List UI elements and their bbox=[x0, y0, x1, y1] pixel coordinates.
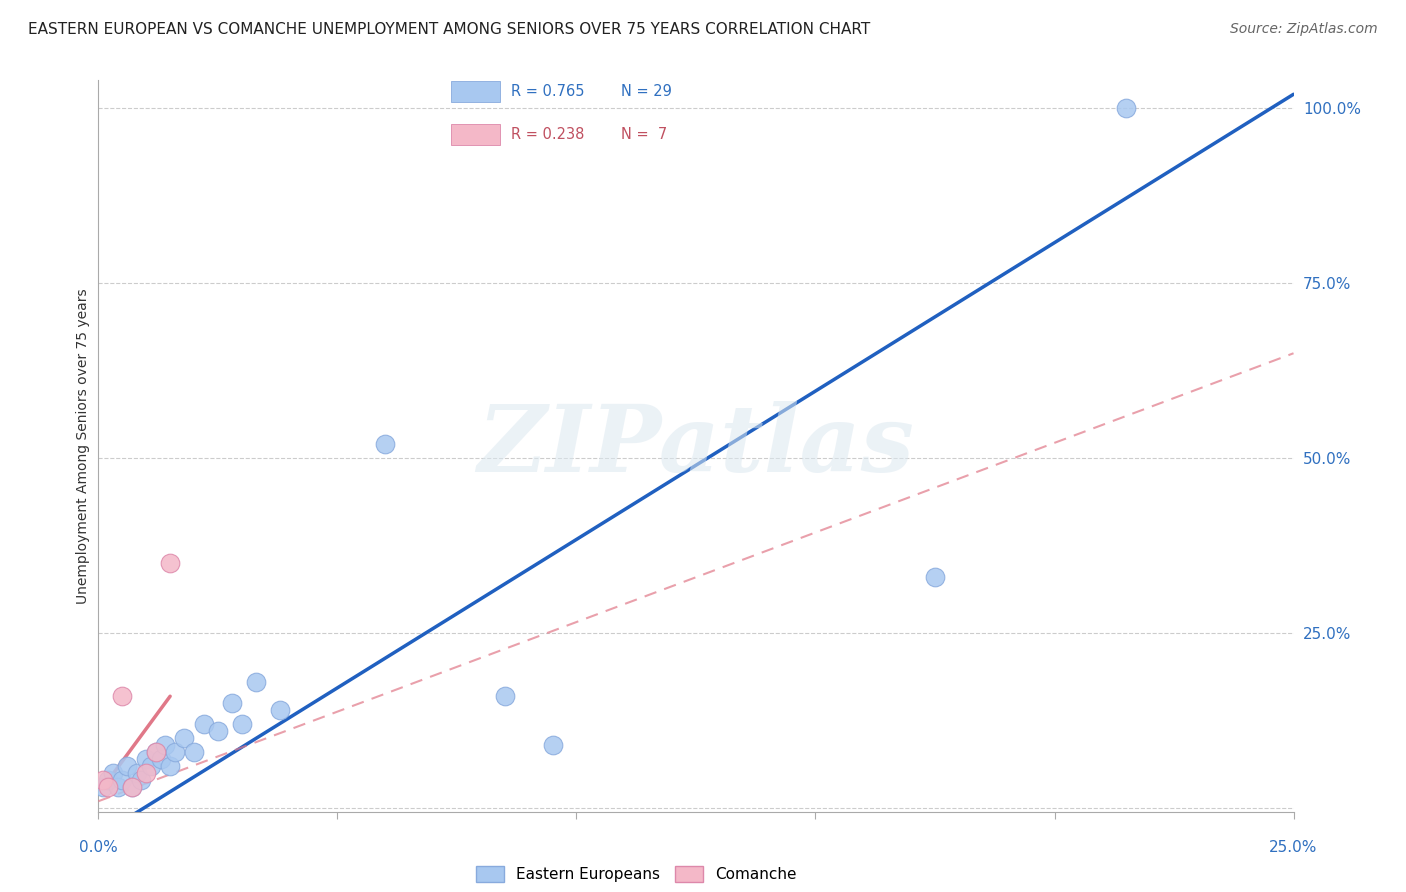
Point bbox=[183, 745, 205, 759]
Point bbox=[135, 752, 157, 766]
Point bbox=[924, 570, 946, 584]
Point bbox=[207, 724, 229, 739]
Point bbox=[145, 745, 167, 759]
Point bbox=[1115, 101, 1137, 115]
Text: Source: ZipAtlas.com: Source: ZipAtlas.com bbox=[1230, 22, 1378, 37]
Point bbox=[139, 759, 162, 773]
Point bbox=[159, 759, 181, 773]
Text: 0.0%: 0.0% bbox=[79, 839, 118, 855]
Point bbox=[97, 780, 120, 795]
Point bbox=[97, 773, 120, 788]
Text: N = 29: N = 29 bbox=[621, 84, 672, 99]
Point bbox=[101, 766, 124, 780]
Point bbox=[374, 437, 396, 451]
Point bbox=[159, 556, 181, 570]
Text: R = 0.238: R = 0.238 bbox=[512, 127, 585, 142]
Point bbox=[145, 745, 167, 759]
Point bbox=[245, 675, 267, 690]
Point bbox=[221, 696, 243, 710]
Point bbox=[91, 780, 114, 795]
Point bbox=[193, 717, 215, 731]
Bar bbox=[451, 81, 501, 102]
Point bbox=[494, 690, 516, 704]
Point bbox=[541, 738, 564, 752]
Point bbox=[173, 731, 195, 746]
Point bbox=[91, 773, 114, 788]
Text: EASTERN EUROPEAN VS COMANCHE UNEMPLOYMENT AMONG SENIORS OVER 75 YEARS CORRELATIO: EASTERN EUROPEAN VS COMANCHE UNEMPLOYMEN… bbox=[28, 22, 870, 37]
Point bbox=[121, 780, 143, 795]
Point bbox=[111, 773, 134, 788]
Y-axis label: Unemployment Among Seniors over 75 years: Unemployment Among Seniors over 75 years bbox=[76, 288, 90, 604]
Point bbox=[121, 780, 143, 795]
Legend: Eastern Europeans, Comanche: Eastern Europeans, Comanche bbox=[470, 860, 803, 888]
Text: N =  7: N = 7 bbox=[621, 127, 668, 142]
Point bbox=[149, 752, 172, 766]
Bar bbox=[451, 124, 501, 145]
Text: R = 0.765: R = 0.765 bbox=[512, 84, 585, 99]
Point bbox=[231, 717, 253, 731]
Point bbox=[115, 759, 138, 773]
Point bbox=[155, 738, 177, 752]
Point bbox=[135, 766, 157, 780]
Text: 25.0%: 25.0% bbox=[1270, 839, 1317, 855]
Point bbox=[163, 745, 186, 759]
Text: ZIPatlas: ZIPatlas bbox=[478, 401, 914, 491]
Point bbox=[111, 690, 134, 704]
Point bbox=[269, 703, 291, 717]
Point bbox=[131, 773, 153, 788]
Point bbox=[107, 780, 129, 795]
Point bbox=[125, 766, 148, 780]
